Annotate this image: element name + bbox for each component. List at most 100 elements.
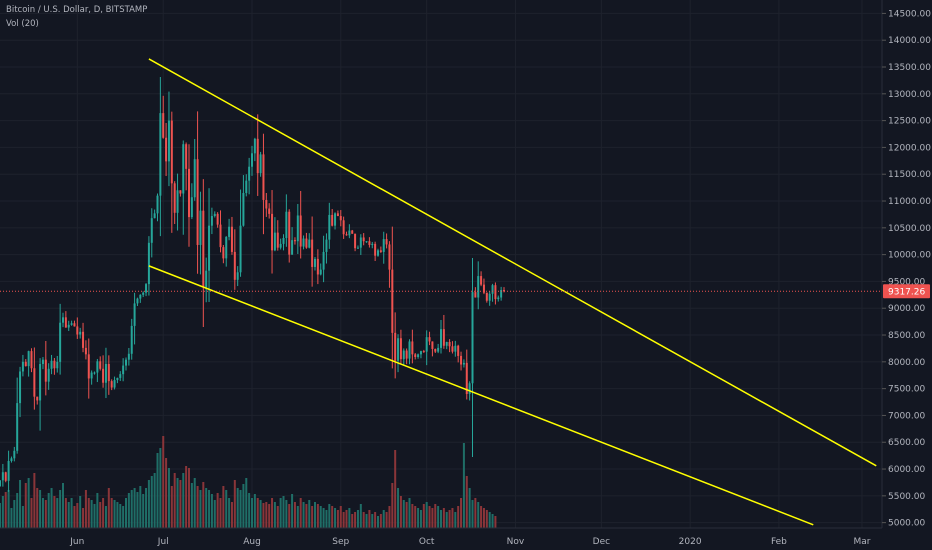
volume-bar [50, 488, 53, 528]
candle-body [345, 234, 348, 236]
volume-bar [39, 490, 42, 528]
candle-body [316, 258, 319, 275]
volume-bar [282, 496, 285, 528]
candle-body [331, 214, 334, 226]
price-tick-label: 14000.00 [888, 36, 931, 46]
candle-body [202, 210, 205, 288]
candle-body [394, 332, 397, 361]
candle-body [4, 472, 7, 481]
volume-bar [259, 500, 262, 528]
time-tick-label: 2020 [679, 537, 702, 547]
volume-bar [414, 506, 417, 528]
volume-bar [187, 468, 191, 528]
price-tick-label: 14500.00 [888, 9, 931, 19]
candle-body [265, 199, 268, 209]
volume-bar [474, 498, 477, 528]
volume-bar [431, 508, 434, 528]
volume-bar [113, 500, 116, 528]
volume-bar [130, 490, 133, 528]
volume-bar [190, 483, 193, 528]
candle-body [190, 197, 193, 218]
candle-body [471, 292, 474, 384]
candle-body [10, 458, 13, 461]
candle-body [44, 359, 47, 382]
candle-body [124, 359, 128, 366]
candle-body [7, 460, 10, 481]
volume-bar [331, 506, 334, 528]
volume-bar [147, 480, 150, 528]
volume-bar [293, 502, 296, 528]
volume-bar [305, 504, 308, 528]
volume-bar [182, 473, 185, 528]
candle-body [196, 159, 199, 245]
volume-bar [13, 500, 16, 528]
candle-body [176, 190, 179, 213]
volume-bar [451, 508, 454, 528]
candle-body [193, 159, 196, 198]
volume-bar [30, 498, 33, 528]
candle-body [399, 338, 402, 360]
candle-body [165, 137, 168, 162]
volume-bar [1, 496, 4, 528]
volume-bar [176, 478, 179, 528]
candle-body [477, 276, 480, 298]
candle-body [402, 350, 405, 360]
candle-body [285, 211, 288, 239]
candle-body [84, 347, 87, 355]
candle-body [397, 338, 400, 361]
volume-bar [10, 508, 13, 528]
volume-bar [345, 510, 348, 528]
candle-body [21, 361, 24, 372]
volume-bar [425, 502, 428, 528]
volume-bar [313, 502, 317, 528]
candle-body [210, 216, 213, 226]
candle-body [76, 326, 79, 335]
time-tick-label: Oct [419, 537, 435, 547]
volume-bar [119, 504, 122, 528]
volume-bar [93, 504, 96, 528]
candle-body [262, 154, 265, 200]
volume-bar [59, 490, 62, 528]
volume-bar [122, 506, 125, 528]
volume-bar [491, 514, 494, 528]
volume-bar [288, 504, 291, 528]
candle-body [239, 225, 242, 273]
volume-bar [208, 490, 211, 528]
candle-body [422, 351, 425, 353]
volume-bar [417, 508, 420, 528]
candle-body [439, 329, 443, 348]
volume-bar [239, 490, 242, 528]
candle-body [187, 168, 191, 218]
volume-bar [477, 502, 480, 528]
volume-bar [90, 500, 93, 528]
candle-body [73, 323, 76, 327]
volume-bar [36, 488, 39, 528]
volume-bar [422, 504, 425, 528]
volume-bar [428, 506, 431, 528]
trendline [148, 58, 877, 467]
volume-bar [302, 502, 305, 528]
volume-bar [70, 498, 73, 528]
candle-body [19, 371, 22, 404]
volume-bar [233, 480, 236, 528]
volume-indicator-label: Vol (20) [6, 19, 39, 29]
candle-body [170, 120, 173, 184]
candle-body [336, 213, 339, 217]
volume-bar [19, 480, 22, 528]
volume-bar [210, 494, 213, 528]
candle-body [116, 377, 119, 381]
price-tick-label: 7000.00 [888, 411, 925, 421]
candle-body [313, 258, 317, 267]
candle-body [428, 337, 431, 342]
candle-body [322, 251, 325, 270]
candle-body [271, 213, 274, 251]
candle-body [296, 215, 299, 242]
candle-body [182, 144, 185, 194]
candle-body [425, 337, 428, 352]
candle-body [250, 153, 254, 167]
candle-body [104, 363, 107, 383]
time-tick-label: Feb [771, 537, 787, 547]
volume-bar [82, 508, 85, 528]
